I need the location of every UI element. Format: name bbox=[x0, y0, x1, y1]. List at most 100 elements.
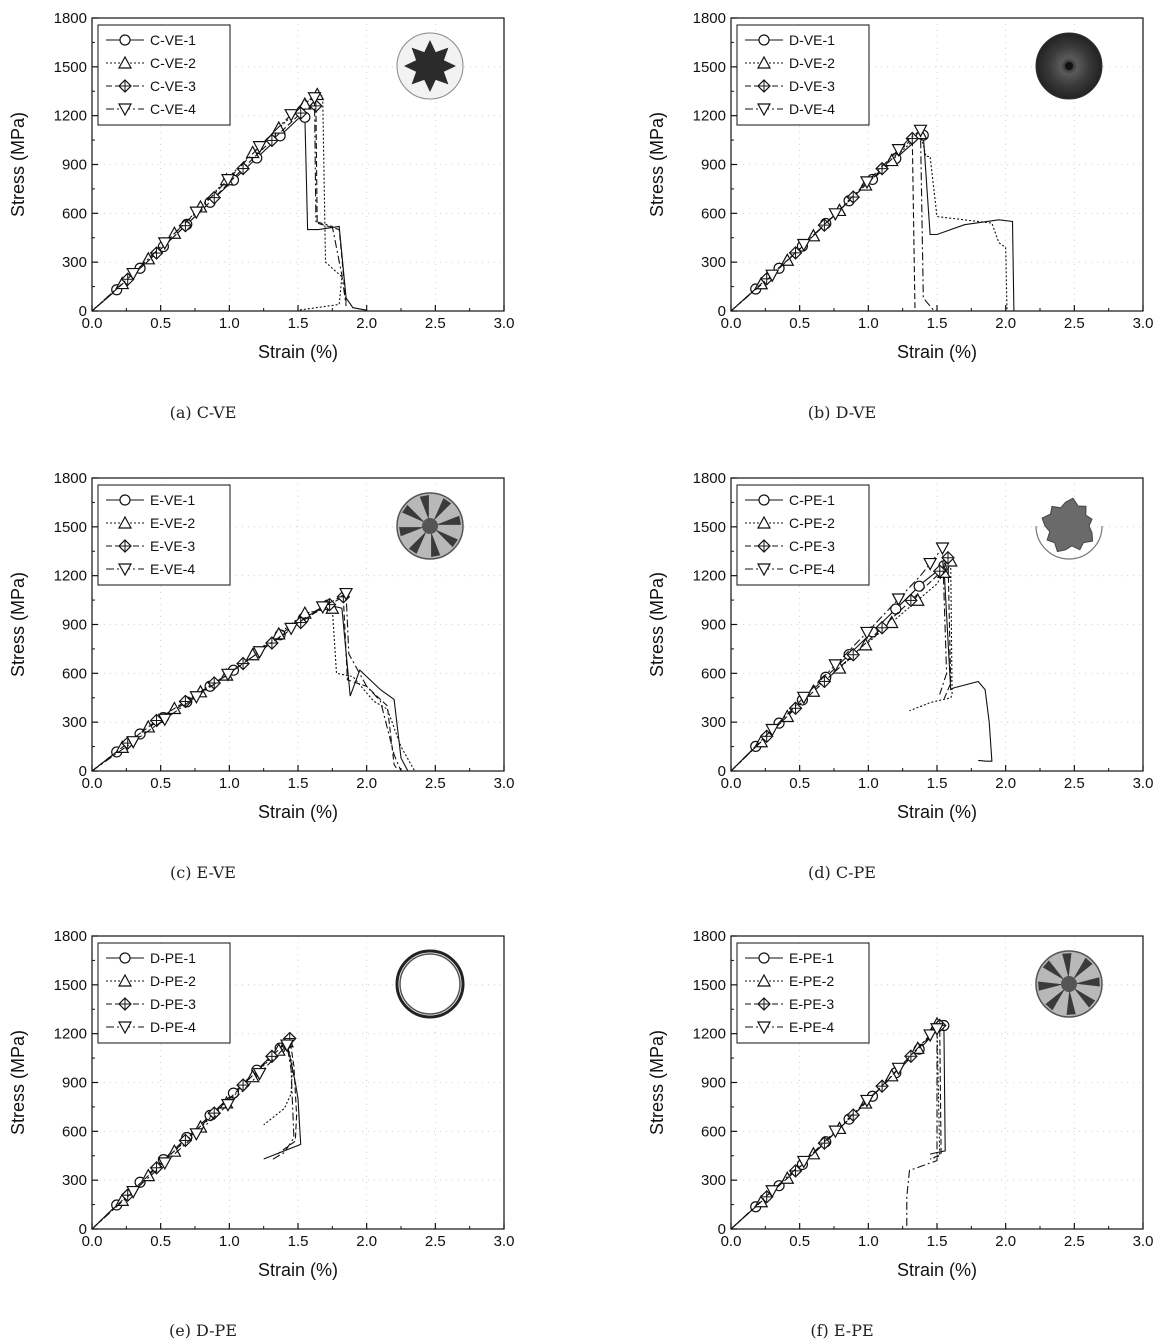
panel-caption: (a) C-VE bbox=[170, 403, 237, 422]
x-tick-label: 2.5 bbox=[1064, 1233, 1085, 1250]
x-tick-label: 1.0 bbox=[219, 315, 240, 332]
legend-marker bbox=[119, 34, 131, 46]
legend-entry: D-VE-3 bbox=[789, 78, 835, 94]
y-tick-label: 1800 bbox=[54, 470, 87, 487]
x-tick-label: 3.0 bbox=[1133, 775, 1154, 792]
legend-entry: C-VE-4 bbox=[150, 101, 196, 117]
data-point-marker bbox=[923, 557, 938, 571]
legend-entry: D-PE-2 bbox=[150, 973, 196, 989]
series-line bbox=[730, 129, 935, 312]
y-tick-label: 300 bbox=[62, 1172, 87, 1189]
y-tick-label: 0 bbox=[79, 1221, 87, 1238]
y-tick-label: 300 bbox=[701, 1172, 726, 1189]
fracture-section-image bbox=[1035, 497, 1103, 560]
x-tick-label: 1.0 bbox=[219, 1233, 240, 1250]
y-tick-label: 300 bbox=[62, 714, 87, 731]
legend: D-VE-1 D-VE-2 D-VE-3 D-VE-4 bbox=[736, 24, 870, 126]
data-point-marker bbox=[220, 174, 235, 187]
y-tick-label: 300 bbox=[701, 714, 726, 731]
x-tick-label: 1.5 bbox=[927, 1233, 948, 1250]
data-point-marker bbox=[220, 1099, 235, 1112]
legend-entry: D-PE-1 bbox=[150, 950, 196, 966]
panel-caption: (b) D-VE bbox=[808, 403, 876, 422]
legend-marker bbox=[756, 973, 772, 987]
data-point-marker bbox=[149, 246, 164, 260]
y-tick-label: 1500 bbox=[693, 977, 726, 994]
x-tick-label: 0.0 bbox=[721, 315, 742, 332]
y-tick-label: 0 bbox=[79, 303, 87, 320]
x-tick-label: 2.5 bbox=[425, 775, 446, 792]
legend: E-PE-1 E-PE-2 E-PE-3 E-PE-4 bbox=[736, 942, 870, 1044]
chart-panel: 0.0 0.5 1.0 1.5 2.0 2.5 3.0 0 300 600 900 1200 1500 1… bbox=[8, 470, 514, 882]
legend-marker bbox=[117, 563, 133, 577]
panel-caption: (e) D-PE bbox=[169, 1321, 237, 1340]
legend-marker bbox=[758, 494, 770, 506]
legend-entry: D-VE-1 bbox=[789, 32, 835, 48]
legend-marker bbox=[119, 494, 131, 506]
x-tick-label: 3.0 bbox=[494, 315, 515, 332]
legend-marker bbox=[756, 55, 772, 69]
data-point-marker bbox=[126, 1185, 141, 1199]
legend-entry: D-PE-4 bbox=[150, 1019, 196, 1035]
chart-panel: 0.0 0.5 1.0 1.5 2.0 2.5 3.0 0 300 600 900 1200 1500 1… bbox=[647, 470, 1153, 882]
x-tick-label: 2.0 bbox=[995, 315, 1016, 332]
data-point-marker bbox=[923, 1029, 938, 1043]
data-point-marker bbox=[252, 141, 267, 154]
legend-marker bbox=[119, 952, 131, 964]
y-tick-label: 1200 bbox=[693, 108, 726, 125]
data-point-marker bbox=[859, 626, 874, 640]
data-point-marker bbox=[891, 144, 906, 157]
data-point-marker bbox=[828, 659, 843, 673]
data-point-marker bbox=[905, 131, 920, 146]
y-tick-label: 900 bbox=[701, 1075, 726, 1092]
data-point-marker bbox=[904, 593, 918, 608]
legend-marker bbox=[758, 34, 770, 46]
y-tick-label: 1500 bbox=[54, 519, 87, 536]
legend-entry: C-PE-4 bbox=[789, 561, 835, 577]
x-axis-label: Strain (%) bbox=[258, 1260, 338, 1280]
data-point-marker bbox=[315, 601, 330, 615]
series-line bbox=[91, 595, 399, 772]
x-tick-label: 2.0 bbox=[356, 1233, 377, 1250]
y-axis-label: Stress (MPa) bbox=[647, 572, 667, 677]
y-tick-label: 1800 bbox=[693, 10, 726, 27]
legend: D-PE-1 D-PE-2 D-PE-3 D-PE-4 bbox=[97, 942, 231, 1044]
series-line bbox=[730, 555, 952, 772]
legend-entry: C-PE-1 bbox=[789, 492, 835, 508]
legend-marker bbox=[117, 515, 133, 529]
x-tick-label: 2.5 bbox=[1064, 775, 1085, 792]
legend-entry: C-PE-3 bbox=[789, 538, 835, 554]
data-point-marker bbox=[846, 1108, 861, 1122]
data-point-marker bbox=[796, 1155, 811, 1169]
y-tick-label: 600 bbox=[62, 665, 87, 682]
series-line bbox=[91, 604, 409, 772]
data-point-marker bbox=[309, 99, 323, 113]
data-point-marker bbox=[859, 176, 874, 190]
x-tick-label: 2.0 bbox=[995, 775, 1016, 792]
data-point-marker bbox=[891, 593, 906, 607]
legend-marker bbox=[117, 103, 133, 117]
chart-panel: 0.0 0.5 1.0 1.5 2.0 2.5 3.0 0 300 600 900 1200 1500 1… bbox=[647, 928, 1153, 1340]
x-tick-label: 0.0 bbox=[721, 775, 742, 792]
y-tick-label: 600 bbox=[62, 205, 87, 222]
x-tick-label: 1.5 bbox=[927, 315, 948, 332]
data-point-marker bbox=[189, 206, 204, 220]
series-line bbox=[91, 607, 416, 772]
data-point-marker bbox=[157, 713, 172, 727]
x-tick-label: 1.0 bbox=[858, 315, 879, 332]
panel-caption: (d) C-PE bbox=[808, 863, 876, 882]
y-tick-label: 1200 bbox=[693, 1026, 726, 1043]
x-tick-label: 3.0 bbox=[1133, 315, 1154, 332]
legend-entry: E-VE-2 bbox=[150, 515, 195, 531]
series-line bbox=[730, 134, 1015, 312]
legend-marker bbox=[756, 103, 772, 117]
series-line bbox=[91, 1040, 294, 1230]
data-point-marker bbox=[141, 251, 156, 265]
data-point-marker bbox=[252, 646, 267, 660]
data-point-marker bbox=[929, 1023, 945, 1037]
legend-entry: D-VE-2 bbox=[789, 55, 835, 71]
y-axis-label: Stress (MPa) bbox=[647, 1030, 667, 1135]
series-line bbox=[730, 132, 1008, 312]
legend-entry: D-PE-3 bbox=[150, 996, 196, 1012]
series-line bbox=[730, 564, 993, 772]
